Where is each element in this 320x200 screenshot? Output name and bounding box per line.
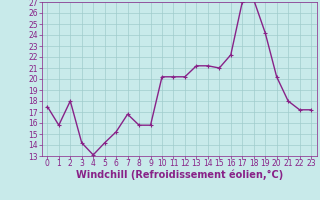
X-axis label: Windchill (Refroidissement éolien,°C): Windchill (Refroidissement éolien,°C) [76, 170, 283, 180]
